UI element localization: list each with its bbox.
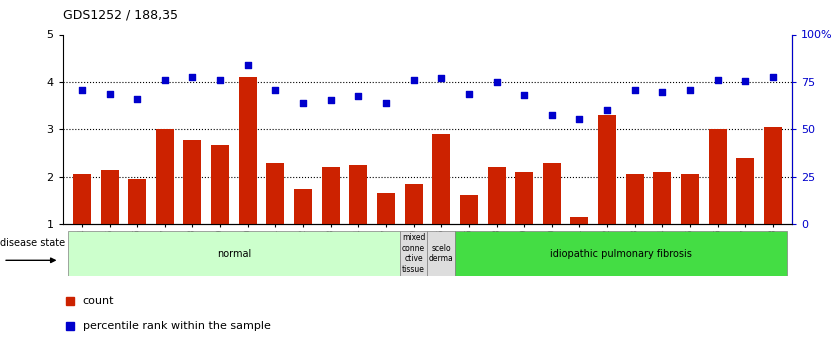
Point: [158, 77, 172, 82]
Text: count: count: [83, 296, 114, 306]
Bar: [239, 77, 257, 224]
Bar: [681, 175, 699, 224]
Text: percentile rank within the sample: percentile rank within the sample: [83, 321, 270, 331]
Bar: [736, 158, 754, 224]
Point: [573, 116, 586, 122]
Bar: [626, 175, 644, 224]
Text: disease state: disease state: [0, 238, 65, 248]
Bar: [488, 167, 505, 224]
Bar: [183, 140, 202, 224]
Text: idiopathic pulmonary fibrosis: idiopathic pulmonary fibrosis: [550, 249, 692, 258]
Text: normal: normal: [217, 249, 251, 258]
Point: [103, 91, 116, 97]
Text: GDS1252 / 188,35: GDS1252 / 188,35: [63, 9, 178, 22]
Point: [130, 96, 143, 101]
Bar: [68, 231, 399, 276]
Bar: [455, 231, 786, 276]
Point: [739, 78, 752, 84]
Bar: [399, 231, 427, 276]
Bar: [156, 129, 173, 224]
Point: [186, 75, 199, 80]
Bar: [709, 129, 726, 224]
Bar: [543, 162, 560, 224]
Point: [75, 88, 88, 93]
Bar: [101, 170, 118, 224]
Bar: [294, 189, 312, 224]
Bar: [432, 134, 450, 224]
Bar: [404, 184, 423, 224]
Bar: [515, 172, 533, 224]
Point: [518, 92, 531, 98]
Bar: [211, 145, 229, 224]
Bar: [322, 167, 339, 224]
Bar: [570, 217, 589, 224]
Text: mixed
conne
ctive
tissue: mixed conne ctive tissue: [402, 234, 425, 274]
Point: [683, 88, 696, 93]
Bar: [128, 179, 146, 224]
Point: [296, 100, 309, 106]
Point: [545, 112, 559, 118]
Point: [214, 77, 227, 82]
Point: [628, 88, 641, 93]
Point: [462, 91, 475, 97]
Bar: [427, 231, 455, 276]
Point: [711, 77, 725, 82]
Text: scelo
derma: scelo derma: [429, 244, 454, 263]
Point: [269, 88, 282, 93]
Bar: [598, 115, 616, 224]
Bar: [266, 162, 284, 224]
Point: [241, 62, 254, 68]
Point: [379, 100, 393, 106]
Point: [600, 108, 614, 113]
Point: [656, 90, 669, 95]
Point: [352, 93, 365, 99]
Bar: [653, 172, 671, 224]
Bar: [73, 175, 91, 224]
Bar: [349, 165, 367, 224]
Bar: [460, 195, 478, 224]
Point: [490, 79, 503, 85]
Point: [766, 75, 780, 80]
Point: [407, 77, 420, 82]
Bar: [377, 194, 395, 224]
Point: [324, 97, 337, 103]
Bar: [764, 127, 782, 224]
Point: [435, 75, 448, 81]
